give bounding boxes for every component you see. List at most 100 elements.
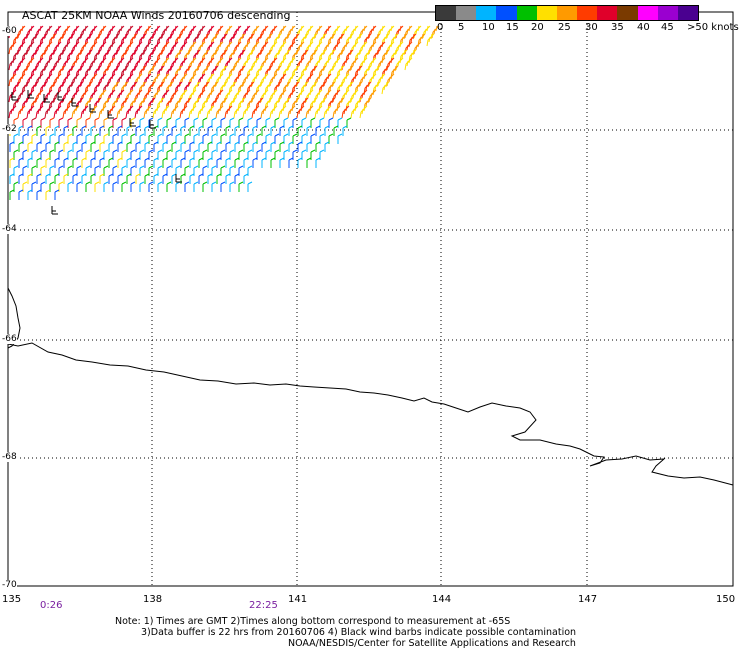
- wind-barb: [256, 149, 262, 160]
- wind-barb: [377, 25, 386, 39]
- wind-barb: [27, 189, 33, 200]
- wind-barb: [80, 105, 89, 119]
- wind-barb: [197, 105, 206, 119]
- wind-barb: [152, 73, 161, 87]
- wind-barb: [116, 105, 125, 119]
- wind-barb: [98, 105, 107, 119]
- wind-barb: [301, 133, 307, 144]
- coastline-west: [7, 287, 21, 349]
- legend-label: 40: [637, 22, 650, 33]
- wind-barb: [76, 117, 82, 128]
- wind-barb: [36, 157, 42, 168]
- wind-barb: [26, 25, 35, 39]
- wind-barb: [251, 105, 260, 119]
- wind-barb: [251, 57, 260, 71]
- wind-barb: [314, 89, 323, 103]
- wind-barb: [242, 41, 251, 55]
- wind-barb: [252, 125, 258, 136]
- wind-barb: [80, 57, 89, 71]
- wind-barb: [161, 25, 170, 39]
- wind-barb: [296, 41, 305, 55]
- wind-barb: [121, 117, 127, 128]
- wind-barb: [22, 181, 28, 192]
- wind-barb: [135, 173, 141, 184]
- wind-barb: [143, 89, 152, 103]
- wind-barb: [130, 165, 136, 176]
- wind-barb: [274, 117, 280, 128]
- wind-barb: [44, 41, 53, 55]
- wind-barb: [162, 173, 168, 184]
- wind-barb: [170, 89, 179, 103]
- wind-barb: [62, 89, 71, 103]
- wind-barb: [260, 41, 269, 55]
- wind-barb: [247, 149, 253, 160]
- legend-swatch: [657, 6, 678, 20]
- wind-barb: [175, 133, 181, 144]
- wind-barb: [162, 125, 168, 136]
- wind-barb: [53, 73, 62, 87]
- wind-barb: [153, 173, 159, 184]
- wind-barb: [134, 105, 143, 119]
- wind-barb: [99, 157, 105, 168]
- wind-barb: [116, 41, 125, 55]
- wind-barb: [71, 73, 80, 87]
- wind-barb: [350, 105, 359, 119]
- wind-barb: [72, 157, 78, 168]
- wind-barb: [31, 181, 37, 192]
- wind-barb: [166, 181, 172, 192]
- wind-barb: [234, 141, 240, 152]
- wind-barb: [71, 105, 80, 119]
- wind-barb: [40, 149, 46, 160]
- wind-barb: [224, 105, 233, 119]
- wind-barb: [314, 41, 323, 55]
- wind-barb: [359, 73, 368, 87]
- wind-barb: [368, 41, 377, 55]
- wind-barb: [44, 73, 53, 87]
- legend-swatch: [516, 6, 537, 20]
- wind-barb: [215, 57, 224, 71]
- wind-barb: [189, 173, 195, 184]
- contaminated-wind-barb: [89, 104, 96, 113]
- wind-barb: [62, 105, 71, 119]
- wind-barb: [234, 125, 240, 136]
- wind-barb: [202, 117, 208, 128]
- wind-barb: [207, 141, 213, 152]
- wind-barb: [247, 117, 253, 128]
- wind-barb: [125, 57, 134, 71]
- wind-barb: [62, 25, 71, 39]
- wind-barb: [243, 173, 249, 184]
- wind-barb: [225, 141, 231, 152]
- wind-barb: [143, 25, 152, 39]
- latitude-label: -64: [2, 224, 17, 234]
- wind-barb: [166, 133, 172, 144]
- wind-barb: [125, 89, 134, 103]
- wind-barb: [328, 117, 334, 128]
- wind-barb: [278, 25, 287, 39]
- wind-barb: [85, 149, 91, 160]
- wind-barb: [90, 157, 96, 168]
- wind-barb: [157, 165, 163, 176]
- wind-barb: [130, 133, 136, 144]
- wind-barb: [17, 105, 26, 119]
- wind-barb: [287, 89, 296, 103]
- wind-barb: [58, 133, 64, 144]
- wind-barb: [243, 157, 249, 168]
- wind-barb: [161, 105, 170, 119]
- wind-barb: [337, 133, 343, 144]
- wind-barb: [8, 73, 17, 87]
- wind-barb: [89, 73, 98, 87]
- wind-barb: [13, 165, 19, 176]
- wind-barb: [247, 165, 253, 176]
- wind-barb: [305, 57, 314, 71]
- wind-barb: [49, 133, 55, 144]
- legend-label: 25: [558, 22, 571, 33]
- wind-barb: [269, 57, 278, 71]
- contaminated-wind-barb: [27, 90, 34, 99]
- legend-label: >50 knots: [687, 22, 739, 33]
- wind-barb: [117, 141, 123, 152]
- wind-barb: [265, 133, 271, 144]
- wind-barb: [152, 105, 161, 119]
- wind-barb: [202, 149, 208, 160]
- wind-barb: [287, 105, 296, 119]
